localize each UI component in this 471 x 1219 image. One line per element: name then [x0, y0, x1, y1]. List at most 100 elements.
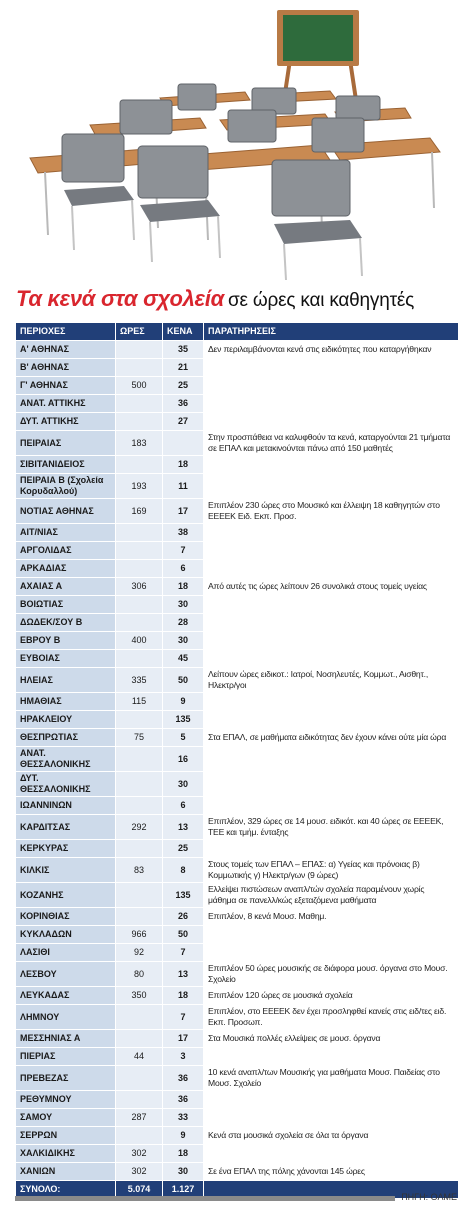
vacancies-cell: 25 [162, 376, 204, 395]
hours-cell [115, 412, 163, 431]
region-cell: ΗΛΕΙΑΣ [15, 667, 116, 693]
region-cell: Γ' ΑΘΗΝΑΣ [15, 376, 116, 395]
table-row: ΑΡΓΟΛΙΔΑΣ 7 [15, 541, 459, 560]
region-cell: ΛΑΣΙΘΙ [15, 943, 116, 962]
table-row: ΒΟΙΩΤΙΑΣ 30 [15, 595, 459, 614]
table-row: ΕΥΒΟΙΑΣ 45 [15, 649, 459, 668]
region-cell: ΚΑΡΔΙΤΣΑΣ [15, 814, 116, 840]
region-cell: ΠΕΙΡΑΙΑ Β (Σχολεία Κορυδαλλού) [15, 473, 116, 499]
region-cell: ΑΡΚΑΔΙΑΣ [15, 559, 116, 578]
remarks-cell [203, 1047, 459, 1066]
header-cell: ΠΕΡΙΟΧΕΣ [15, 322, 116, 341]
hours-cell [115, 613, 163, 632]
table-row: ΗΛΕΙΑΣ 335 50 Λείπουν ώρες ειδικοτ.: Ιατροί… [15, 667, 459, 693]
vacancies-cell: 13 [162, 814, 204, 840]
vacancies-cell: 33 [162, 1108, 204, 1127]
remarks-cell: Στα ΕΠΑΛ, σε μαθήματα ειδικότητας δεν έχ… [203, 728, 459, 747]
headline-sub: σε ώρες και καθηγητές [227, 290, 415, 311]
hours-cell: 966 [115, 925, 163, 944]
remarks-cell [203, 943, 459, 962]
vacancies-cell: 30 [162, 1162, 204, 1181]
region-cell: ΘΕΣΠΡΩΤΙΑΣ [15, 728, 116, 747]
region-cell: ΧΑΛΚΙΔΙΚΗΣ [15, 1144, 116, 1163]
hours-cell: 83 [115, 857, 163, 883]
remarks-cell [203, 473, 459, 499]
region-cell: ΙΩΑΝΝΙΝΩΝ [15, 796, 116, 815]
region-cell: ΚΙΛΚΙΣ [15, 857, 116, 883]
table-row: Β' ΑΘΗΝΑΣ 21 [15, 358, 459, 377]
vacancies-cell: 21 [162, 358, 204, 377]
table-row: ΚΙΛΚΙΣ 83 8 Στους τομείς των ΕΠΑΛ – ΕΠΑΣ: α… [15, 857, 459, 883]
table-row: ΕΒΡΟΥ Β 400 30 [15, 631, 459, 650]
vacancies-cell: 38 [162, 523, 204, 542]
remarks-cell [203, 613, 459, 632]
region-cell: ΒΟΙΩΤΙΑΣ [15, 595, 116, 614]
vacancies-cell: 30 [162, 771, 204, 797]
remarks-cell [203, 649, 459, 668]
remarks-cell: Στα Μουσικά πολλές ελλείψεις σε μουσ. όρ… [203, 1029, 459, 1048]
table-row: ΑΡΚΑΔΙΑΣ 6 [15, 559, 459, 578]
vacancies-cell: 17 [162, 498, 204, 524]
region-cell: ΗΜΑΘΙΑΣ [15, 692, 116, 711]
chairs [61, 83, 381, 217]
chair-legs [71, 199, 363, 281]
vacancies-cell: 3 [162, 1047, 204, 1066]
remarks-cell: Λείπουν ώρες ειδικοτ.: Ιατροί, Νοσηλευτέ… [203, 667, 459, 693]
table-row: ΧΑΛΚΙΔΙΚΗΣ 302 18 [15, 1144, 459, 1163]
table-row: ΘΕΣΠΡΩΤΙΑΣ 75 5 Στα ΕΠΑΛ, σε μαθήματα ειδικ… [15, 728, 459, 747]
vacancies-cell: 13 [162, 961, 204, 987]
hours-cell [115, 523, 163, 542]
table-row: ΠΡΕΒΕΖΑΣ 36 10 κενά αναπλ/των Μουσικής για… [15, 1065, 459, 1091]
remarks-cell [203, 692, 459, 711]
vacancies-cell: 50 [162, 667, 204, 693]
remarks-cell [203, 839, 459, 858]
hours-cell [115, 1126, 163, 1145]
region-cell: Α' ΑΘΗΝΑΣ [15, 340, 116, 359]
table-row: ΚΟΡΙΝΘΙΑΣ 26 Επιπλέον, 8 κενά Μουσ. Μαθημ. [15, 907, 459, 926]
table-row: ΛΕΣΒΟΥ 80 13 Επιπλέον 50 ώρες μουσικής σε δ… [15, 961, 459, 987]
remarks-cell [203, 394, 459, 413]
region-cell: ΜΕΣΣΗΝΙΑΣ Α [15, 1029, 116, 1048]
region-cell: ΑΧΑΙΑΣ Α [15, 577, 116, 596]
remarks-cell: Επιπλέον 50 ώρες μουσικής σε διάφορα μου… [203, 961, 459, 987]
remarks-cell: Σε ένα ΕΠΑΛ της πόλης χάνονται 145 ώρες [203, 1162, 459, 1181]
vacancies-cell: 6 [162, 559, 204, 578]
vacancies-cell: 28 [162, 613, 204, 632]
vacancies-cell: 7 [162, 541, 204, 560]
hours-cell [115, 340, 163, 359]
headline: Τα κενά στα σχολεία σε ώρες και καθηγητές [16, 286, 414, 312]
region-cell: ΡΕΘΥΜΝΟΥ [15, 1090, 116, 1109]
region-cell: ΔΥΤ. ΘΕΣΣΑΛΟΝΙΚΗΣ [15, 771, 116, 797]
hours-cell [115, 394, 163, 413]
remarks-cell: Επιπλέον 230 ώρες στο Μουσικό και έλλειψ… [203, 498, 459, 524]
vacancies-cell: 30 [162, 595, 204, 614]
remarks-cell [203, 771, 459, 797]
vacancies-cell: 135 [162, 710, 204, 729]
region-cell: ΑΝΑΤ. ΑΤΤΙΚΗΣ [15, 394, 116, 413]
remarks-cell [203, 376, 459, 395]
hours-cell [115, 1065, 163, 1091]
region-cell: ΣΕΡΡΩΝ [15, 1126, 116, 1145]
table-row: ΑΝΑΤ. ΑΤΤΙΚΗΣ 36 [15, 394, 459, 413]
region-cell: ΛΕΣΒΟΥ [15, 961, 116, 987]
hours-cell [115, 1090, 163, 1109]
hours-cell [115, 882, 163, 908]
remarks-cell [203, 1090, 459, 1109]
remarks-cell [203, 925, 459, 944]
table-row: ΣΙΒΙΤΑΝΙΔΕΙΟΣ 18 [15, 455, 459, 474]
region-cell: ΚΕΡΚΥΡΑΣ [15, 839, 116, 858]
hours-cell [115, 771, 163, 797]
hours-cell: 169 [115, 498, 163, 524]
total-cell: ΣΥΝΟΛΟ: [15, 1180, 116, 1199]
hours-cell [115, 1004, 163, 1030]
hours-cell: 44 [115, 1047, 163, 1066]
table-row: ΗΜΑΘΙΑΣ 115 9 [15, 692, 459, 711]
hours-cell: 193 [115, 473, 163, 499]
total-cell: 5.074 [115, 1180, 163, 1199]
vacancies-cell: 6 [162, 796, 204, 815]
table-row: ΣΑΜΟΥ 287 33 [15, 1108, 459, 1127]
chair-seats [64, 186, 362, 244]
hours-cell [115, 710, 163, 729]
headline-main: Τα κενά στα σχολεία [16, 286, 224, 311]
hours-cell: 292 [115, 814, 163, 840]
